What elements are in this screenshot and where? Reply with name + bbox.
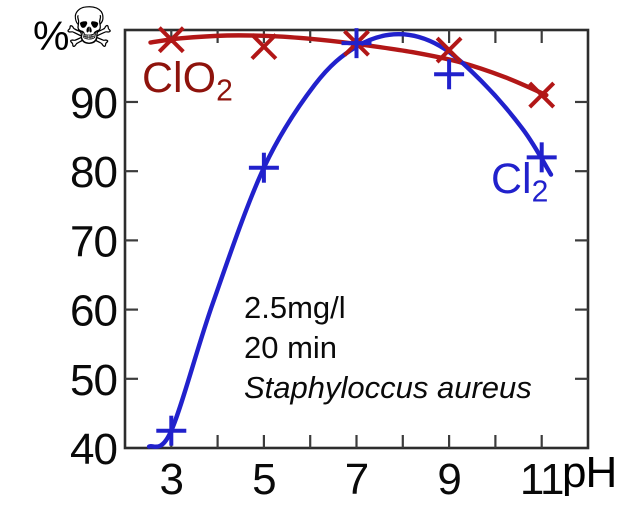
clo2-formula-subscript: 2 — [216, 74, 233, 108]
y-tick-label: 70 — [70, 217, 117, 266]
y-tick-label: 50 — [70, 356, 117, 405]
y-tick-label: 40 — [70, 425, 117, 474]
x-tick-label: 11 — [520, 455, 564, 504]
x-axis-label: pH — [562, 448, 617, 497]
marker-x-clo2 — [528, 81, 556, 109]
clo2-formula-main: ClO — [142, 54, 217, 102]
x-tick-label: 7 — [345, 455, 368, 504]
skull-and-crossbones-icon: ☠ — [64, 0, 115, 59]
x-tick-label: 3 — [160, 455, 183, 504]
y-tick-label: 60 — [70, 287, 117, 336]
annotation-concentration: 2.5mg/l — [244, 290, 346, 325]
annotation-organism: Staphyloccus aureus — [244, 370, 532, 405]
annotation-block: 2.5mg/l 20 min Staphyloccus aureus — [244, 288, 532, 408]
x-tick-label: 5 — [252, 455, 275, 504]
marker-x-clo2 — [157, 26, 185, 54]
x-tick-label: 9 — [437, 455, 460, 504]
cl2-formula-main: Cl — [491, 155, 532, 203]
marker-x-clo2 — [250, 33, 278, 61]
y-axis-unit-label: % — [33, 13, 70, 59]
annotation-duration: 20 min — [244, 330, 338, 365]
series-label-clo2: ClO2 — [142, 57, 233, 107]
cl2-formula-subscript: 2 — [531, 175, 549, 209]
series-curve-cl2 — [146, 31, 554, 449]
y-tick-label: 90 — [70, 79, 117, 128]
series-label-cl2: Cl2 — [491, 158, 548, 208]
y-tick-label: 80 — [70, 148, 117, 197]
marker-x-clo2 — [435, 36, 463, 64]
